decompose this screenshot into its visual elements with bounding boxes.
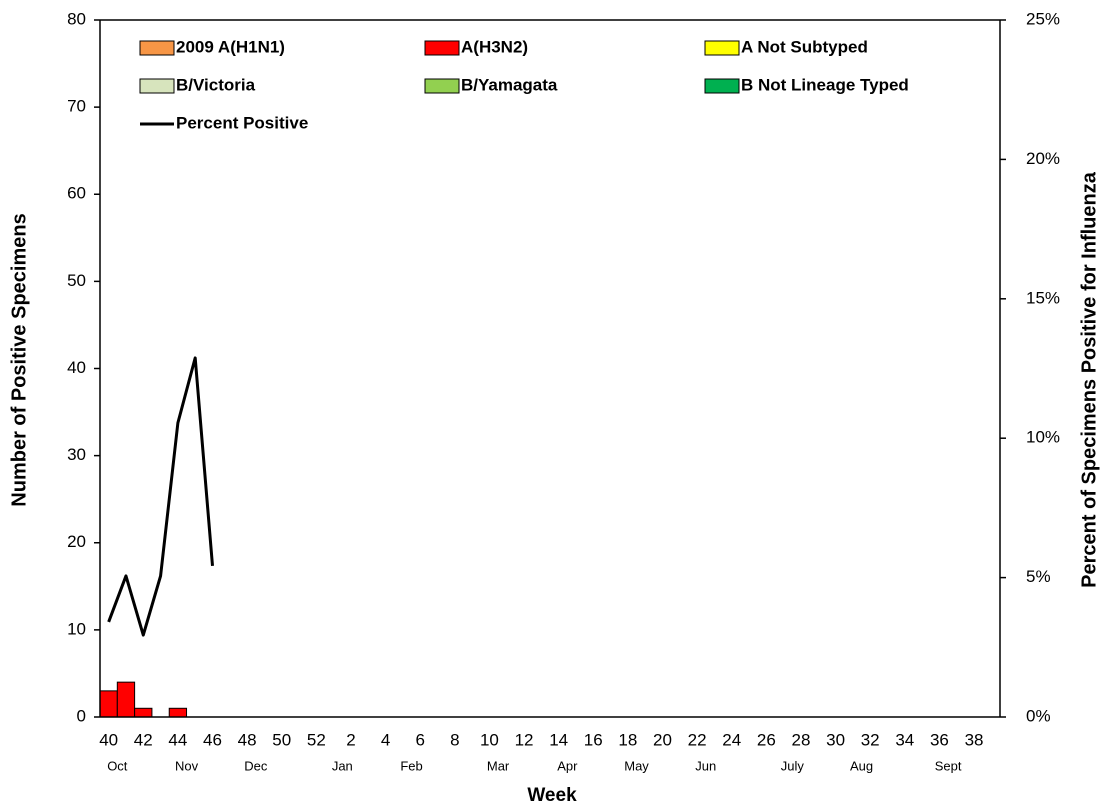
x-tick-label: 18 bbox=[618, 730, 637, 749]
month-label: Oct bbox=[107, 758, 128, 773]
x-tick-label: 14 bbox=[549, 730, 568, 749]
y-tick-label: 20 bbox=[67, 532, 86, 551]
x-tick-label: 34 bbox=[895, 730, 914, 749]
x-tick-label: 48 bbox=[238, 730, 257, 749]
y2-tick-label: 20% bbox=[1026, 149, 1060, 168]
line bbox=[107, 356, 214, 637]
month-label: Sept bbox=[935, 758, 962, 773]
month-label: Mar bbox=[487, 758, 510, 773]
y-tick-label: 0 bbox=[77, 706, 86, 725]
legend-swatch bbox=[704, 78, 740, 94]
x-tick-label: 28 bbox=[792, 730, 811, 749]
x-tick-label: 26 bbox=[757, 730, 776, 749]
bar bbox=[116, 681, 136, 718]
x-tick-label: 46 bbox=[203, 730, 222, 749]
month-label: Feb bbox=[400, 758, 422, 773]
x-tick-label: 30 bbox=[826, 730, 845, 749]
legend-swatch bbox=[704, 40, 740, 56]
legend-label: Percent Positive bbox=[176, 113, 308, 132]
y-tick-label: 10 bbox=[67, 619, 86, 638]
bar bbox=[168, 707, 188, 718]
legend-label: A Not Subtyped bbox=[741, 37, 868, 56]
y2-tick-label: 10% bbox=[1026, 428, 1060, 447]
x-tick-label: 24 bbox=[722, 730, 741, 749]
y-tick-label: 30 bbox=[67, 445, 86, 464]
legend-label: B/Victoria bbox=[176, 75, 256, 94]
x-tick-label: 42 bbox=[134, 730, 153, 749]
x-tick-label: 12 bbox=[515, 730, 534, 749]
legend-swatch bbox=[139, 78, 175, 94]
month-label: Dec bbox=[244, 758, 268, 773]
x-tick-label: 16 bbox=[584, 730, 603, 749]
x-tick-label: 32 bbox=[861, 730, 880, 749]
x-tick-label: 10 bbox=[480, 730, 499, 749]
month-label: Apr bbox=[557, 758, 578, 773]
y-tick-label: 60 bbox=[67, 184, 86, 203]
month-label: Jun bbox=[695, 758, 716, 773]
y2-tick-label: 5% bbox=[1026, 567, 1051, 586]
legend-label: A(H3N2) bbox=[461, 37, 528, 56]
bar bbox=[134, 707, 153, 718]
x-tick-label: 52 bbox=[307, 730, 326, 749]
month-label: Aug bbox=[850, 758, 873, 773]
legend-swatch bbox=[424, 40, 460, 56]
legend-label: 2009 A(H1N1) bbox=[176, 37, 285, 56]
legend-label: B/Yamagata bbox=[461, 75, 558, 94]
y-tick-label: 50 bbox=[67, 271, 86, 290]
y2-tick-label: 0% bbox=[1026, 706, 1051, 725]
x-tick-label: 44 bbox=[168, 730, 187, 749]
x-tick-label: 4 bbox=[381, 730, 390, 749]
month-label: May bbox=[624, 758, 649, 773]
y2-axis-title: Percent of Specimens Positive for Influe… bbox=[1078, 171, 1100, 588]
legend-swatch bbox=[424, 78, 460, 94]
x-tick-label: 8 bbox=[450, 730, 459, 749]
x-axis-title: Week bbox=[527, 785, 577, 806]
x-tick-label: 50 bbox=[272, 730, 291, 749]
bar bbox=[99, 690, 118, 718]
y-axis-title: Number of Positive Specimens bbox=[8, 213, 30, 506]
legend-swatch bbox=[139, 40, 175, 56]
y-tick-label: 70 bbox=[67, 97, 86, 116]
x-tick-label: 40 bbox=[99, 730, 118, 749]
x-tick-label: 38 bbox=[965, 730, 984, 749]
x-tick-label: 20 bbox=[653, 730, 672, 749]
month-label: Nov bbox=[175, 758, 199, 773]
x-tick-label: 2 bbox=[346, 730, 355, 749]
month-label: July bbox=[781, 758, 805, 773]
x-tick-label: 36 bbox=[930, 730, 949, 749]
y2-tick-label: 15% bbox=[1026, 288, 1060, 307]
x-tick-label: 6 bbox=[415, 730, 424, 749]
y2-tick-label: 25% bbox=[1026, 9, 1060, 28]
x-tick-label: 22 bbox=[688, 730, 707, 749]
legend-label: B Not Lineage Typed bbox=[741, 75, 909, 94]
y-tick-label: 80 bbox=[67, 9, 86, 28]
y-tick-label: 40 bbox=[67, 358, 86, 377]
month-label: Jan bbox=[332, 758, 353, 773]
